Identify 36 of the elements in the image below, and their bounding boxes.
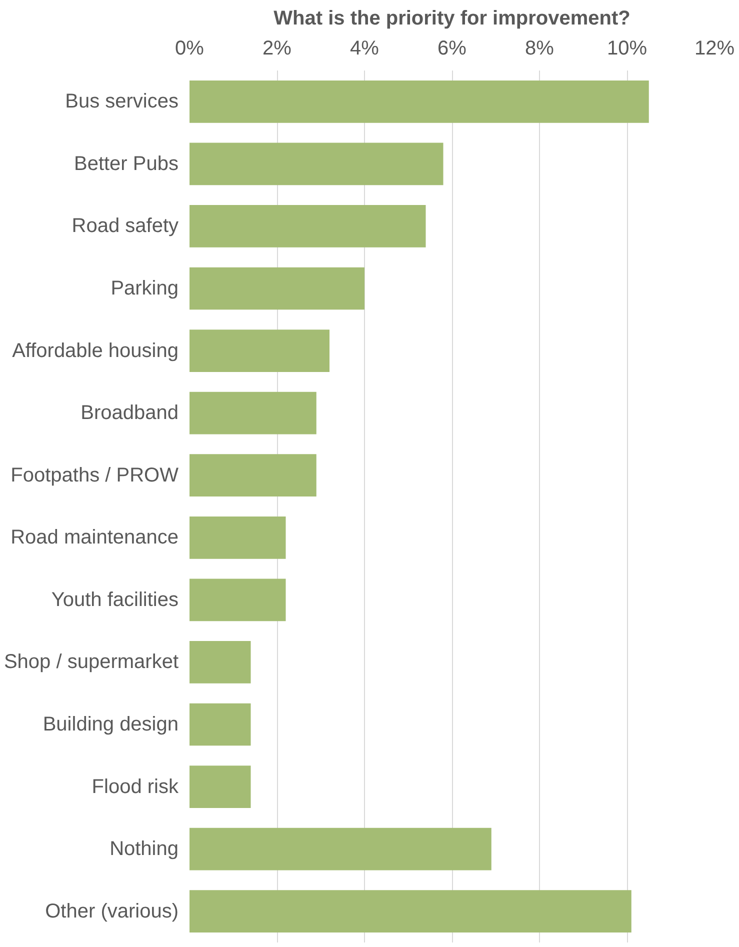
bar <box>190 205 426 248</box>
bar <box>190 703 251 746</box>
y-tick-label: Footpaths / PROW <box>10 464 179 486</box>
y-tick-label: Nothing <box>110 838 178 860</box>
bar <box>190 516 286 559</box>
bar <box>190 828 492 870</box>
bar <box>190 766 251 808</box>
bar <box>190 330 330 372</box>
x-tick-label: 10% <box>606 38 648 60</box>
bar <box>190 142 444 186</box>
bar <box>190 80 649 123</box>
y-tick-label: Bus services <box>65 90 179 113</box>
y-tick-label: Flood risk <box>92 776 180 798</box>
y-tick-label: Road safety <box>72 215 179 238</box>
bar <box>190 454 316 497</box>
y-tick-label: Youth facilities <box>51 588 179 611</box>
bar <box>190 392 316 434</box>
x-tick-label: 2% <box>262 38 292 60</box>
x-tick-label: 0% <box>175 38 204 60</box>
y-tick-label: Broadband <box>80 402 179 424</box>
bar <box>190 641 251 684</box>
y-tick-label: Shop / supermarket <box>4 651 179 674</box>
x-tick-label: 4% <box>350 38 380 60</box>
bar <box>190 890 632 933</box>
x-tick-label: 8% <box>525 38 554 60</box>
y-tick-label: Affordable housing <box>12 340 179 362</box>
bar <box>190 267 364 310</box>
x-tick-label: 6% <box>438 38 467 60</box>
bar <box>190 578 286 622</box>
y-tick-label: Parking <box>110 278 178 300</box>
y-tick-label: Road maintenance <box>10 526 178 549</box>
y-tick-label: Better Pubs <box>74 152 179 175</box>
chart-title: What is the priority for improvement? <box>274 8 630 30</box>
x-tick-label: 12% <box>694 38 735 60</box>
y-tick-label: Other (various) <box>45 900 179 922</box>
y-tick-label: Building design <box>42 714 178 736</box>
